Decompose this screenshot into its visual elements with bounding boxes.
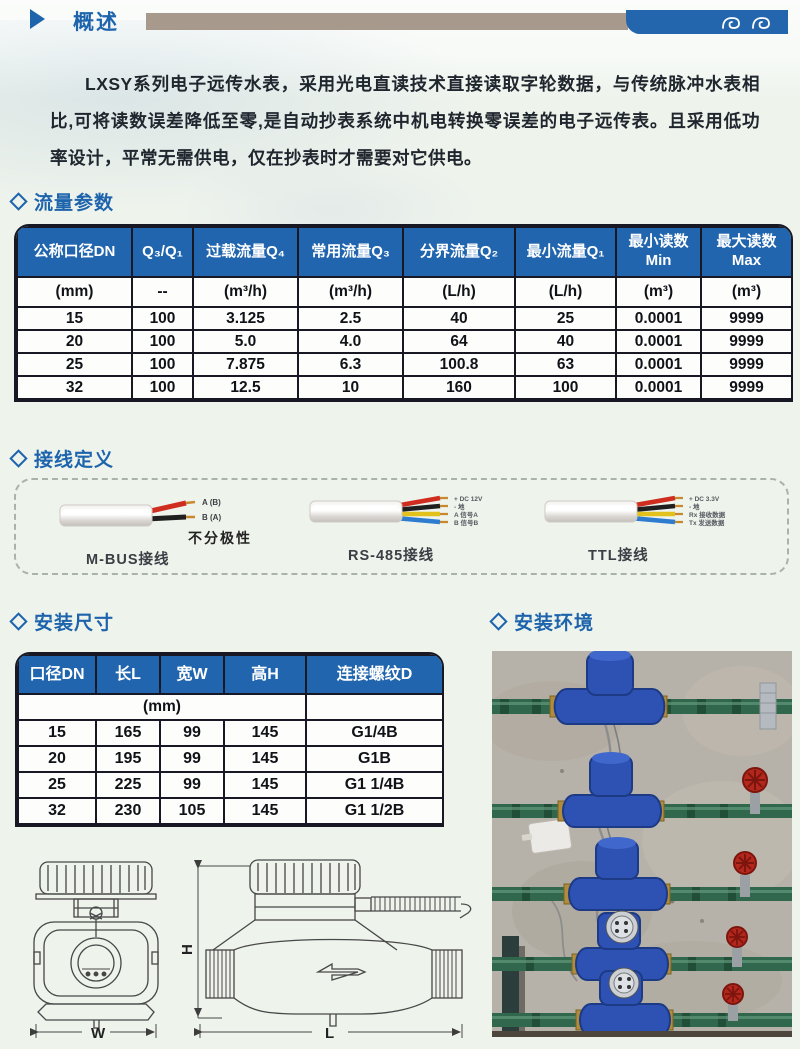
- width-dimension-label: W: [91, 1025, 106, 1042]
- dims-header-row: 口径DN 长L 宽W 高H 连接螺纹D: [17, 654, 442, 695]
- section-title-wiring: 接线定义: [9, 445, 115, 472]
- table-row: 20 100 5.0 4.0 64 40 0.0001 9999: [16, 329, 791, 354]
- section-title-label: 安装尺寸: [34, 613, 115, 634]
- cable-name: M-BUS接线: [86, 552, 170, 568]
- wire-label: + DC 12V: [454, 496, 483, 503]
- wave-swirl-icon: [722, 17, 770, 29]
- section-title-label: 接线定义: [34, 450, 115, 471]
- cable-icon: + DC 3.3V - 地 Rx 接收数据 Tx 发送数据: [544, 495, 726, 527]
- table-row: 20 195 99 145 G1B: [17, 745, 442, 773]
- pipe-row: [492, 651, 792, 1037]
- arrow-icon: [30, 9, 45, 29]
- table-row: 25 100 7.875 6.3 100.8 63 0.0001 9999: [16, 352, 791, 377]
- height-dimension-label: H: [179, 944, 196, 955]
- table-row: 15 165 99 145 G1/4B: [17, 719, 442, 747]
- wire-label: - 地: [454, 502, 465, 511]
- wire-label: Tx 发送数据: [689, 518, 725, 527]
- ttl-cable-diagram: + DC 3.3V - 地 Rx 接收数据 Tx 发送数据 TTL接线: [543, 492, 778, 564]
- wire-label: B (A): [202, 513, 221, 522]
- column-header: 口径DN: [17, 654, 97, 695]
- wiring-diagrams-box: A (B) B (A) M-BUS接线 不分极性 + DC 12V - 地 A …: [14, 478, 789, 575]
- diamond-icon: [9, 192, 28, 211]
- wire-label: - 地: [689, 502, 700, 511]
- column-header: 最大读数 Max: [700, 226, 791, 278]
- wire-label: B 信号B: [454, 518, 479, 527]
- column-header: 分界流量Q₂: [402, 226, 516, 278]
- cable-icon: A (B) B (A): [59, 498, 221, 527]
- cable-note: 不分极性: [188, 530, 252, 546]
- installation-environment-photo: [492, 651, 792, 1037]
- length-dimension-label: L: [325, 1025, 334, 1042]
- wire-label: Rx 接收数据: [689, 510, 726, 519]
- diamond-icon: [9, 612, 28, 631]
- column-header: 常用流量Q₃: [297, 226, 404, 278]
- column-header: 公称口径DN: [16, 226, 133, 278]
- column-header: 最小流量Q₁: [514, 226, 617, 278]
- flow-header-row: 公称口径DN Q₃/Q₁ 过载流量Q₄ 常用流量Q₃ 分界流量Q₂ 最小流量Q₁…: [16, 226, 791, 278]
- table-row: 32 100 12.5 10 160 100 0.0001 9999: [16, 375, 791, 400]
- column-header: 高H: [223, 654, 307, 695]
- column-header: 宽W: [159, 654, 225, 695]
- empty-cell: [305, 693, 442, 721]
- column-header: 连接螺纹D: [305, 654, 442, 695]
- flow-parameters-table: 公称口径DN Q₃/Q₁ 过载流量Q₄ 常用流量Q₃ 分界流量Q₂ 最小流量Q₁…: [14, 224, 793, 402]
- header-bar: [146, 13, 628, 30]
- section-title-environment: 安装环境: [489, 608, 595, 635]
- diamond-icon: [489, 612, 508, 631]
- wire-label: A 信号A: [454, 510, 478, 519]
- table-row: 25 225 99 145 G1 1/4B: [17, 771, 442, 799]
- cable-name: RS-485接线: [348, 548, 435, 564]
- table-row: 32 230 105 145 G1 1/2B: [17, 797, 442, 825]
- section-title-label: 流量参数: [34, 193, 115, 214]
- dimensions-table: 口径DN 长L 宽W 高H 连接螺纹D (mm) 15 165 99 145 G1/…: [15, 652, 444, 827]
- rs485-cable-diagram: + DC 12V - 地 A 信号A B 信号B RS-485接线: [308, 492, 543, 564]
- header-bar-end: [626, 10, 788, 34]
- wire-label: A (B): [202, 498, 221, 507]
- section-title-dimensions: 安装尺寸: [9, 608, 115, 635]
- section-title-label: 安装环境: [514, 613, 595, 634]
- mbus-cable-diagram: A (B) B (A) M-BUS接线 不分极性: [58, 496, 288, 568]
- cable-name: TTL接线: [588, 548, 649, 564]
- column-header: 过载流量Q₄: [192, 226, 299, 278]
- unit-row: (mm) -- (m³/h) (m³/h) (L/h) (L/h) (m³) (m³): [16, 276, 791, 308]
- meter-technical-drawings: W H L: [12, 852, 472, 1042]
- wire-label: + DC 3.3V: [689, 496, 720, 503]
- page-title: 概述: [73, 11, 119, 34]
- overview-paragraph: LXSY系列电子远传水表，采用光电直读技术直接读取字轮数据，与传统脉冲水表相比,…: [50, 74, 760, 168]
- section-title-flow: 流量参数: [9, 188, 115, 215]
- cable-icon: + DC 12V - 地 A 信号A B 信号B: [309, 495, 483, 527]
- column-header: 长L: [95, 654, 161, 695]
- table-row: 15 100 3.125 2.5 40 25 0.0001 9999: [16, 306, 791, 331]
- column-header: 最小读数 Min: [615, 226, 702, 278]
- unit-row: (mm): [17, 693, 442, 721]
- diamond-icon: [9, 449, 28, 468]
- column-header: Q₃/Q₁: [131, 226, 194, 278]
